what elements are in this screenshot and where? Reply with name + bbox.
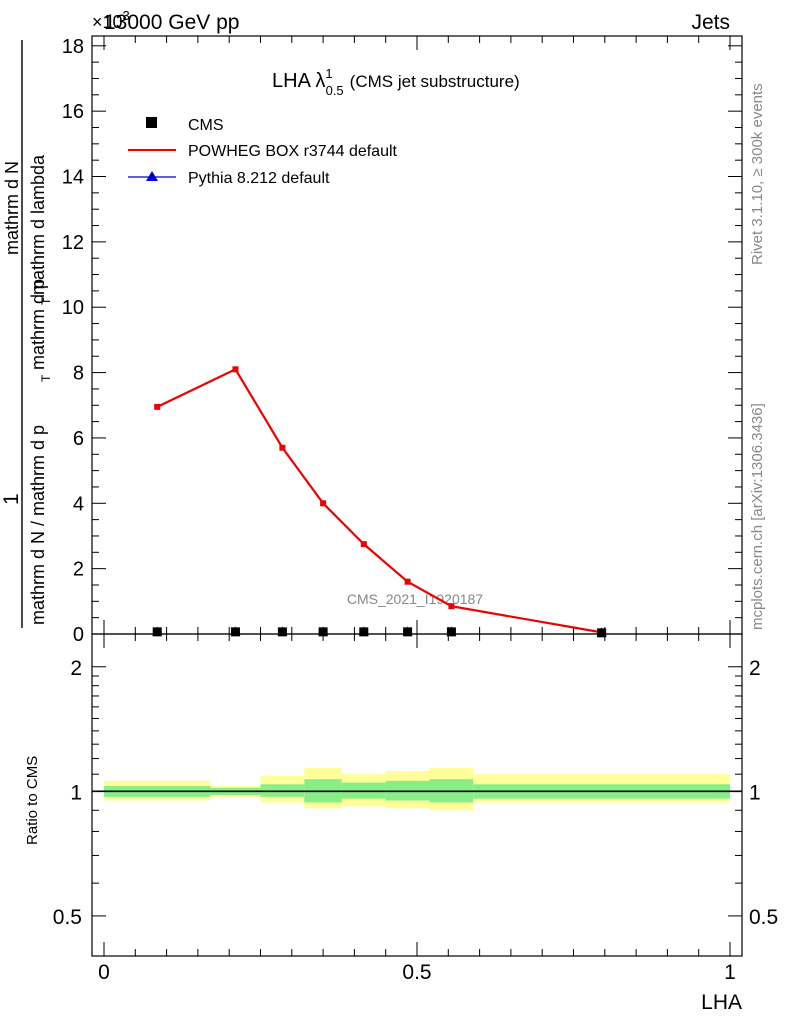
svg-text:mathrm d N: mathrm d N xyxy=(2,161,22,255)
cms-point xyxy=(597,628,607,638)
ratio-bands-layer xyxy=(92,767,742,811)
cms-point xyxy=(318,627,328,637)
rivet-label: Rivet 3.1.10, ≥ 300k events xyxy=(749,83,766,265)
main-y-tick-label: 2 xyxy=(73,559,84,581)
analysis-watermark: CMS_2021_I1920187 xyxy=(347,591,483,607)
main-y-tick-label: 18 xyxy=(62,36,84,58)
mcplots-label: mcplots.cern.ch [arXiv:1306.3436] xyxy=(749,403,766,630)
main-y-tick-label: 6 xyxy=(73,428,84,450)
main-y-tick-label: 16 xyxy=(62,101,84,123)
ratio-y-tick-labels: 0.5 0.5 1 1 2 2 xyxy=(53,657,778,929)
main-axis-ticks xyxy=(92,36,742,635)
ratio-x-tick-label: 1 xyxy=(724,961,736,984)
ratio-x-tick-label: 0.5 xyxy=(402,961,431,984)
powheg-point xyxy=(279,444,286,451)
cms-point xyxy=(277,627,287,637)
ratio-y-tick-label-right: 1 xyxy=(749,781,761,804)
powheg-point xyxy=(320,500,327,507)
x-axis-label: LHA xyxy=(701,991,742,1014)
header-energy: 13000 GeV pp xyxy=(104,11,239,34)
ratio-axis-ticks xyxy=(92,634,742,956)
powheg-point xyxy=(232,366,239,373)
main-y-tick-label: 12 xyxy=(62,232,84,254)
legend-powheg: POWHEG BOX r3744 default xyxy=(188,143,398,160)
main-y-tick-label: 0 xyxy=(73,624,84,646)
cms-point xyxy=(152,627,162,637)
cms-point xyxy=(446,627,456,637)
powheg-point xyxy=(360,541,367,548)
main-y-tick-label: 10 xyxy=(62,297,84,319)
header-exponent: ×103 xyxy=(92,8,130,32)
main-y-tick-label: 8 xyxy=(73,363,84,385)
ratio-y-axis-label: Ratio to CMS xyxy=(24,756,41,845)
ratio-y-tick-label: 2 xyxy=(70,657,82,680)
powheg-point xyxy=(154,403,161,410)
svg-text:mathrm d lambda: mathrm d lambda xyxy=(28,154,48,295)
cms-point xyxy=(230,627,240,637)
powheg-point xyxy=(448,603,455,610)
header-process: Jets xyxy=(691,11,730,34)
ratio-x-tick-label: 0 xyxy=(98,961,110,984)
main-series-layer xyxy=(152,366,607,638)
main-y-tick-labels: 0 2 4 6 8 10 12 14 16 18 xyxy=(62,36,84,646)
ratio-y-tick-label-right: 2 xyxy=(749,657,761,680)
legend-pythia-marker xyxy=(146,171,158,181)
ratio-x-tick-labels: 0 0.5 1 xyxy=(98,961,736,984)
main-y-tick-label: 4 xyxy=(73,493,84,515)
svg-text:1: 1 xyxy=(0,493,23,505)
cms-point xyxy=(403,627,413,637)
svg-text:mathrm d p: mathrm d p xyxy=(28,279,48,370)
legend-pythia: Pythia 8.212 default xyxy=(188,170,330,187)
legend-cms: CMS xyxy=(188,117,224,134)
main-y-axis-label: 1 mathrm d N / mathrm d p T mathrm d p T… xyxy=(0,40,53,628)
ratio-y-tick-label: 0.5 xyxy=(53,906,82,929)
legend-cms-marker xyxy=(146,117,157,128)
cms-point xyxy=(359,627,369,637)
plot-title: LHA λ1 0.5 (CMS jet substructure) xyxy=(272,66,520,98)
svg-text:T: T xyxy=(39,374,53,382)
powheg-line xyxy=(156,367,602,634)
ratio-y-tick-label-right: 0.5 xyxy=(749,906,778,929)
svg-text:T: T xyxy=(39,297,53,305)
powheg-point xyxy=(404,578,411,585)
ratio-y-tick-label: 1 xyxy=(70,781,82,804)
svg-text:mathrm d N / mathrm d p: mathrm d N / mathrm d p xyxy=(28,425,48,625)
main-y-tick-label: 14 xyxy=(62,167,84,189)
legend: CMS POWHEG BOX r3744 default Pythia 8.21… xyxy=(128,117,398,187)
